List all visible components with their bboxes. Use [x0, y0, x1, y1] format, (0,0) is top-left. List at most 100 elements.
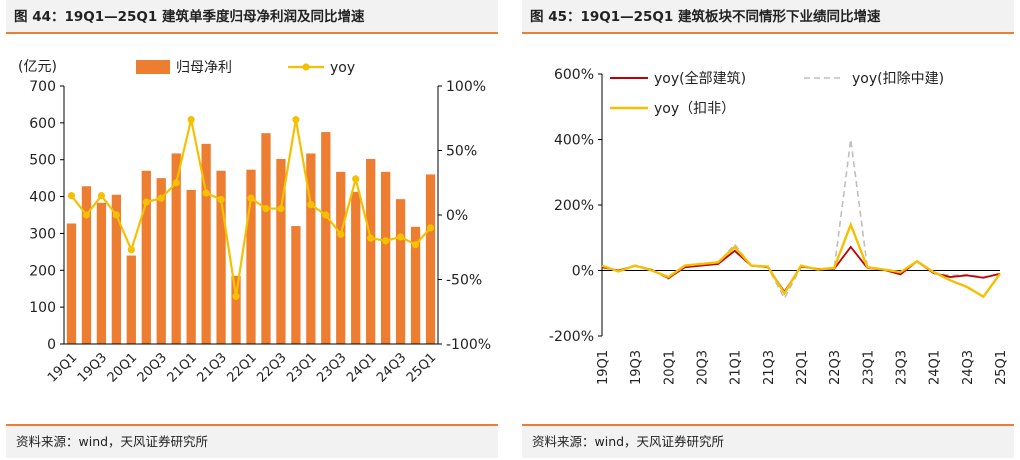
x-tick-label: 19Q1 [45, 350, 80, 385]
bar-23Q2 [321, 132, 331, 344]
x-tick-label: 24Q3 [961, 350, 976, 385]
yoy-point-19Q4 [112, 211, 120, 219]
x-tick-label: 19Q3 [75, 350, 110, 385]
bar-22Q1 [246, 169, 256, 344]
right-y-tick-label: 0% [446, 208, 468, 224]
legend-line-label: yoy [330, 60, 355, 76]
x-tick-label: 21Q3 [762, 350, 777, 385]
bar-24Q4 [410, 226, 421, 344]
bar-21Q1 [186, 189, 196, 344]
bar-24Q3 [395, 199, 406, 344]
legend-bar-label: 归母净利 [176, 59, 232, 76]
yoy-point-19Q3 [97, 192, 105, 200]
x-tick-label: 21Q3 [195, 350, 230, 385]
left-y-tick-label: 300 [29, 226, 56, 242]
x-tick-label: 24Q1 [928, 350, 943, 385]
legend-bar-swatch [136, 60, 170, 74]
yoy-point-24Q1 [367, 234, 375, 242]
bar-23Q4 [351, 191, 361, 344]
yoy-point-19Q1 [67, 192, 76, 200]
bar-24Q1 [366, 158, 376, 344]
left-chart: 0 100 200 300 400 500 600 700 -100% -50% 0% 50% 100%… [18, 59, 491, 386]
right-y-tick-label: -100% [446, 337, 491, 353]
yoy-point-22Q1 [247, 194, 255, 202]
x-tick-label: 22Q3 [828, 350, 843, 385]
y-tick-label: 0% [572, 264, 594, 280]
yoy-point-23Q4 [352, 175, 360, 183]
right-chart-panel: 图 45：19Q1—25Q1 建筑板块不同情形下业绩同比增速 -200% 0% 20… [522, 0, 1014, 458]
x-tick-label: 19Q3 [629, 350, 644, 385]
x-tick-label: 23Q3 [895, 350, 910, 385]
yoy-point-20Q1 [127, 246, 135, 254]
bar-21Q2 [201, 143, 211, 344]
x-tick-label: 23Q1 [284, 350, 319, 385]
x-tick-label: 20Q3 [696, 350, 711, 385]
left-y-tick-label: 700 [29, 79, 56, 95]
right-chart-title: 图 45：19Q1—25Q1 建筑板块不同情形下业绩同比增速 [522, 0, 1014, 34]
legend-label-nonrec: yoy（扣非） [654, 101, 735, 117]
yoy-point-21Q1 [187, 115, 195, 124]
bar-19Q1 [66, 223, 77, 344]
bar-21Q3 [216, 170, 226, 344]
left-y-tick-label: 0 [47, 337, 56, 353]
yoy-point-21Q4 [232, 292, 240, 300]
x-tick-label: 21Q1 [729, 350, 744, 385]
right-chart: -200% 0% 200% 400% 600% 19Q1 19Q3 20Q1 20Q3 21Q1 2… [549, 67, 1009, 385]
x-tick-label: 22Q1 [795, 350, 810, 385]
x-tick-label: 22Q1 [224, 350, 259, 385]
left-y-tick-label: 100 [29, 300, 56, 316]
bar-22Q3 [276, 158, 286, 344]
yoy-point-24Q2 [382, 237, 390, 245]
y-tick-label: 600% [554, 67, 594, 83]
bar-19Q3 [96, 202, 107, 344]
yoy-point-23Q2 [322, 211, 330, 219]
bar-19Q4 [111, 194, 121, 344]
bar-20Q3 [156, 178, 166, 344]
legend-label-excl: yoy(扣除中建) [852, 71, 944, 87]
bar-24Q2 [381, 171, 391, 344]
x-tick-label: 20Q1 [105, 350, 140, 385]
yoy-point-22Q4 [292, 115, 300, 124]
left-y-unit-label: (亿元) [18, 59, 57, 75]
yoy-point-21Q3 [217, 195, 225, 204]
bar-22Q4 [291, 226, 301, 344]
left-chart-title: 图 44：19Q1—25Q1 建筑单季度归母净利润及同比增速 [6, 0, 498, 34]
bar-20Q4 [171, 153, 181, 344]
right-y-tick-label: 50% [446, 144, 477, 160]
yoy-point-21Q2 [202, 189, 210, 197]
left-y-tick-label: 200 [29, 263, 56, 279]
x-tick-label: 20Q1 [662, 350, 677, 385]
bar-19Q2 [81, 186, 92, 344]
x-tick-label: 25Q1 [994, 350, 1009, 385]
left-chart-source: 资料来源：wind，天风证券研究所 [6, 424, 498, 458]
x-tick-label: 21Q1 [165, 350, 200, 385]
bar-20Q2 [141, 170, 151, 344]
bar-25Q1 [425, 174, 436, 344]
legend-line-marker [302, 63, 310, 71]
bar-20Q1 [126, 255, 136, 344]
left-y-tick-label: 400 [29, 190, 56, 206]
x-tick-label: 20Q3 [135, 350, 170, 385]
y-tick-label: 200% [554, 198, 594, 214]
bar-21Q4 [231, 275, 241, 344]
bar-22Q2 [261, 133, 271, 344]
bar-23Q3 [336, 171, 346, 344]
x-tick-label: 22Q3 [254, 350, 289, 385]
left-y-tick-label: 500 [29, 153, 56, 169]
yoy-point-22Q2 [262, 204, 270, 213]
yoy-point-20Q2 [142, 198, 150, 206]
yoy-point-24Q4 [411, 241, 420, 249]
x-tick-label: 19Q1 [596, 350, 611, 385]
x-tick-label: 24Q3 [374, 350, 409, 385]
series-line-3 [601, 221, 1001, 299]
yoy-point-23Q3 [337, 230, 345, 238]
yoy-point-20Q4 [172, 179, 180, 187]
right-chart-source: 资料来源：wind，天风证券研究所 [522, 424, 1014, 458]
right-y-tick-label: 100% [446, 79, 486, 95]
bar-23Q1 [306, 153, 316, 344]
yoy-point-22Q3 [277, 204, 285, 213]
x-tick-label: 25Q1 [404, 350, 439, 385]
legend-label-all: yoy(全部建筑) [654, 70, 746, 87]
x-tick-label: 24Q1 [344, 350, 379, 385]
yoy-point-23Q1 [307, 201, 315, 209]
